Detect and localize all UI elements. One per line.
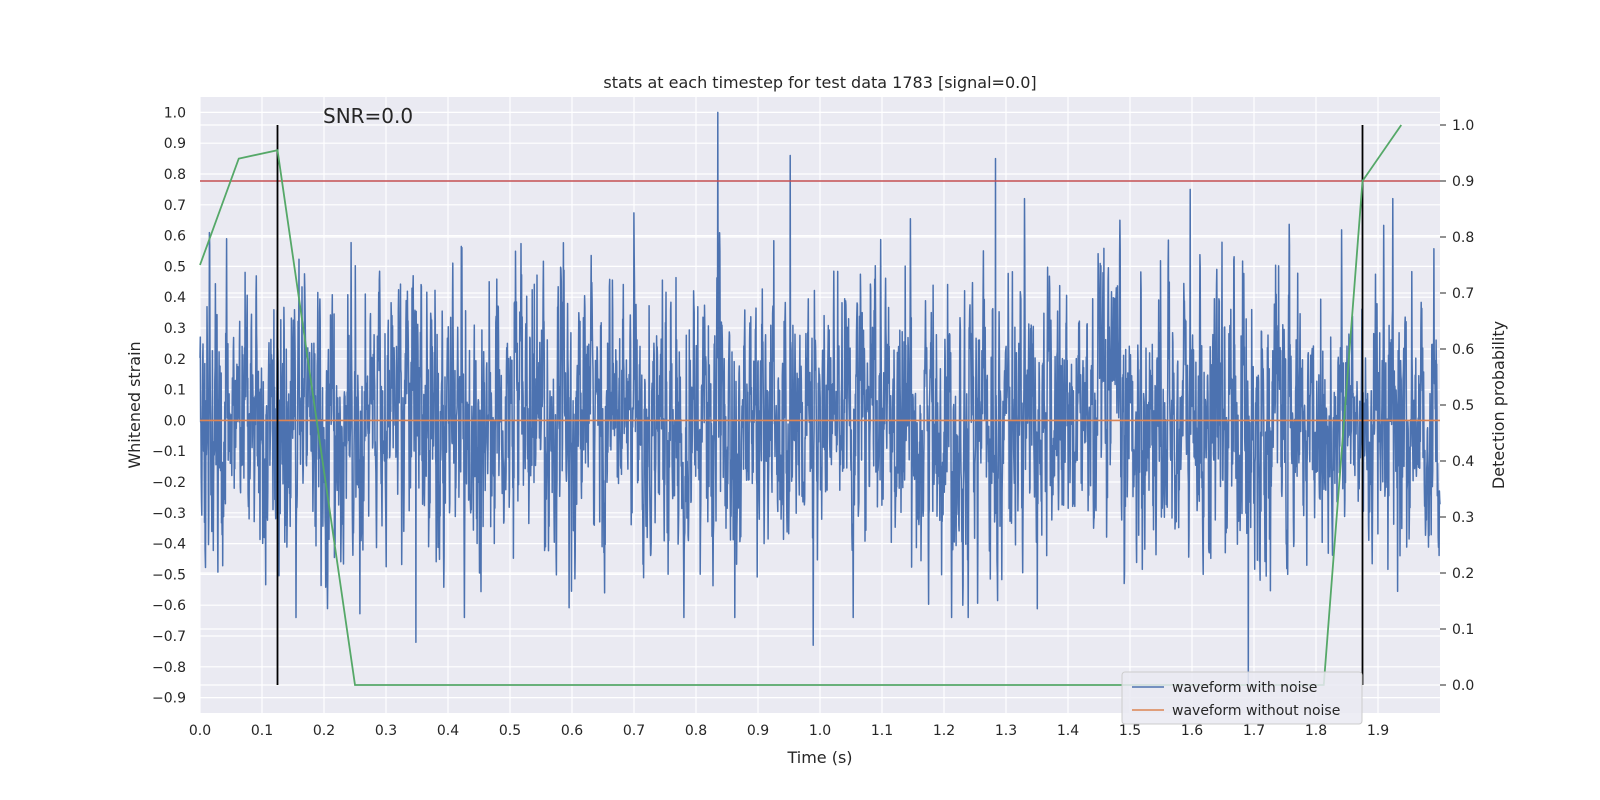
y-axis-right-ticks: 0.0 0.1 0.2 0.3 0.4 0.5 0.6 0.7 0.8 0.9 1.0 [1440,118,1474,694]
legend-box [1121,671,1363,725]
y-tick-label-left: −0.1 [152,444,186,460]
y-tick-label-right: 0.4 [1452,454,1474,470]
x-tick-label: 1.2 [933,723,955,739]
x-tick-label: 1.5 [1119,723,1141,739]
x-tick-label: 1.0 [809,723,831,739]
x-tick-label: 1.8 [1305,723,1327,739]
y-tick-label-left: −0.2 [152,475,186,491]
y-tick-label-left: 0.9 [164,136,186,152]
x-tick-label: 0.6 [561,723,583,739]
x-axis-label: Time (s) [786,748,852,767]
y-tick-label-left: −0.3 [152,506,186,522]
series-waveform-with-noise [199,111,1441,687]
y-tick-label-left: −0.5 [152,567,186,583]
y-tick-label-right: 0.9 [1452,174,1474,190]
x-tick-label: 0.1 [251,723,273,739]
series-layer [199,111,1441,687]
y-tick-label-right: 0.7 [1452,286,1474,302]
y-tick-label-right: 1.0 [1452,118,1474,134]
y-tick-label-left: 1.0 [164,105,186,121]
y-tick-label-left: 0.8 [164,167,186,183]
series-detection-probability [199,124,1402,686]
y-tick-label-right: 0.0 [1452,678,1474,694]
x-tick-label: 0.4 [437,723,459,739]
x-tick-label: 1.4 [1057,723,1079,739]
y-tick-label-right: 0.5 [1452,398,1474,414]
y-tick-label-left: 0.3 [164,321,186,337]
x-axis-ticks: 0.0 0.1 0.2 0.3 0.4 0.5 0.6 0.7 0.8 0.9 1.0 1.1 1.2 1… [189,723,1389,739]
y-axis-left-ticks: −0.9 −0.8 −0.7 −0.6 −0.5 −0.4 −0.3 −0.2 −0.1 0.0 0… [152,105,186,706]
x-tick-label: 0.8 [685,723,707,739]
y-tick-label-left: 0.4 [164,290,186,306]
x-tick-label: 1.6 [1181,723,1203,739]
y-tick-label-left: 0.5 [164,259,186,275]
y-tick-label-left: 0.2 [164,352,186,368]
x-tick-label: 0.0 [189,723,211,739]
y-tick-label-left: −0.8 [152,660,186,676]
y-tick-label-left: −0.6 [152,598,186,614]
x-tick-label: 0.7 [623,723,645,739]
y-tick-label-right: 0.6 [1452,342,1474,358]
y-tick-label-left: −0.9 [152,691,186,707]
y-tick-label-left: 0.0 [164,413,186,429]
x-tick-label: 1.7 [1243,723,1265,739]
y-tick-label-right: 0.2 [1452,566,1474,582]
y-tick-label-right: 0.1 [1452,622,1474,638]
y-tick-label-left: 0.7 [164,198,186,214]
y-tick-label-left: 0.6 [164,229,186,245]
snr-annotation: SNR=0.0 [323,104,413,128]
y-tick-label-right: 0.8 [1452,230,1474,246]
x-tick-label: 1.9 [1367,723,1389,739]
chart-title: stats at each timestep for test data 178… [603,73,1036,92]
x-tick-label: 0.2 [313,723,335,739]
legend-label-noise: waveform with noise [1172,680,1317,696]
x-tick-label: 0.3 [375,723,397,739]
x-tick-label: 1.3 [995,723,1017,739]
y-axis-right-label: Detection probability [1489,321,1508,489]
y-tick-label-left: −0.7 [152,629,186,645]
y-tick-label-left: −0.4 [152,537,186,553]
y-axis-left-label: Whitened strain [125,341,144,468]
y-tick-label-left: 0.1 [164,383,186,399]
legend: waveform with noise waveform without noi… [1121,671,1363,725]
y-tick-label-right: 0.3 [1452,510,1474,526]
legend-label-clean: waveform without noise [1172,703,1340,719]
x-tick-label: 1.1 [871,723,893,739]
x-tick-label: 0.9 [747,723,769,739]
x-tick-label: 0.5 [499,723,521,739]
